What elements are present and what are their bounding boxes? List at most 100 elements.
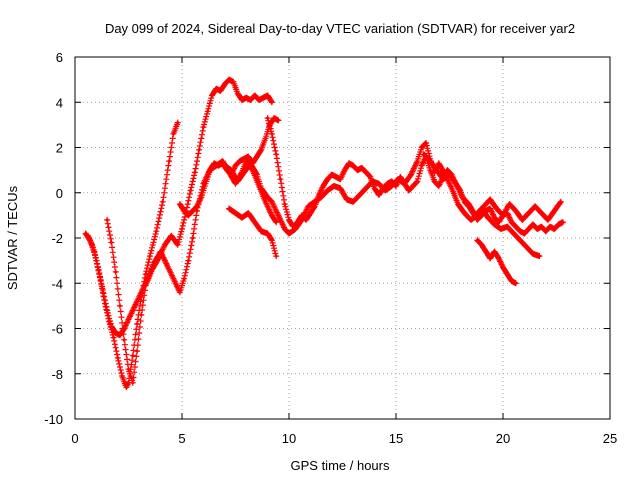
data-point — [488, 198, 492, 202]
data-point — [240, 98, 244, 102]
data-point — [144, 284, 148, 288]
data-point — [548, 225, 552, 229]
data-point — [497, 256, 501, 260]
data-point — [165, 263, 169, 267]
data-point — [276, 118, 280, 122]
data-point — [383, 188, 387, 192]
data-point — [229, 173, 233, 177]
data-point — [552, 209, 556, 213]
data-point — [240, 216, 244, 220]
data-point — [253, 220, 257, 224]
data-point — [223, 82, 227, 86]
data-point — [454, 182, 458, 186]
data-point — [525, 245, 529, 249]
data-point — [345, 198, 349, 202]
data-point — [204, 182, 208, 186]
data-point — [114, 331, 118, 335]
data-point — [234, 211, 237, 215]
data-point — [540, 211, 544, 215]
data-point — [118, 304, 122, 308]
data-point — [385, 182, 389, 186]
data-point — [330, 173, 334, 177]
data-point — [283, 227, 287, 231]
data-point — [234, 182, 237, 186]
data-point — [236, 91, 240, 95]
data-point — [105, 218, 109, 222]
data-point — [300, 218, 304, 222]
data-point — [270, 213, 274, 217]
data-point — [415, 179, 419, 183]
data-point — [287, 231, 291, 235]
data-point — [259, 229, 263, 233]
data-point — [191, 209, 195, 213]
data-point — [266, 93, 270, 97]
data-point — [274, 152, 278, 156]
chart-title: Day 099 of 2024, Sidereal Day-to-day VTE… — [105, 21, 575, 36]
data-point — [433, 179, 437, 183]
data-point — [326, 177, 330, 181]
data-point — [475, 238, 479, 242]
data-point — [216, 164, 220, 168]
data-point — [169, 234, 173, 238]
data-point — [266, 116, 270, 120]
data-point — [396, 177, 400, 181]
data-point — [270, 238, 274, 242]
data-point — [182, 209, 186, 213]
data-point — [355, 168, 359, 172]
data-point — [225, 168, 229, 172]
data-point — [274, 209, 278, 213]
data-point — [127, 317, 130, 321]
data-point — [199, 195, 203, 199]
data-point — [501, 213, 505, 217]
data-point — [253, 93, 257, 97]
data-point — [512, 231, 516, 235]
data-point — [219, 89, 223, 93]
data-point — [535, 227, 539, 231]
x-axis-label: GPS time / hours — [291, 458, 390, 473]
data-point — [150, 268, 154, 272]
x-tick-label: 5 — [178, 431, 185, 446]
series-pass-7 — [176, 115, 282, 219]
data-point — [255, 155, 259, 159]
data-point — [403, 182, 407, 186]
data-point — [195, 204, 199, 208]
data-point — [495, 207, 499, 211]
x-tick-label: 20 — [496, 431, 510, 446]
data-point — [287, 218, 291, 222]
data-point — [527, 227, 531, 231]
data-point — [420, 146, 424, 149]
data-point — [139, 290, 143, 294]
y-tick-label: -10 — [44, 412, 63, 427]
data-point — [186, 213, 190, 217]
data-point — [234, 164, 237, 168]
data-point — [377, 182, 381, 186]
y-tick-label: -4 — [51, 276, 63, 291]
data-point — [370, 179, 374, 183]
data-point — [212, 161, 216, 165]
data-point — [191, 236, 195, 240]
y-tick-label: 2 — [56, 141, 63, 156]
data-point — [411, 184, 415, 188]
data-point — [351, 200, 355, 204]
data-point — [242, 157, 246, 161]
data-point — [171, 132, 175, 136]
data-point — [351, 164, 355, 168]
data-point — [343, 168, 347, 172]
data-point — [510, 279, 514, 283]
data-point — [364, 186, 368, 190]
y-tick-label: 6 — [56, 50, 63, 65]
data-point — [522, 231, 526, 235]
data-point — [424, 141, 428, 145]
data-point — [358, 193, 362, 197]
data-point — [514, 281, 518, 285]
data-point — [306, 204, 310, 208]
data-point — [492, 216, 496, 220]
data-point — [283, 202, 287, 206]
data-point — [420, 164, 424, 168]
data-point — [480, 243, 484, 247]
data-point — [390, 184, 394, 188]
data-point — [533, 204, 537, 208]
data-point — [507, 202, 511, 206]
data-point — [338, 177, 342, 181]
